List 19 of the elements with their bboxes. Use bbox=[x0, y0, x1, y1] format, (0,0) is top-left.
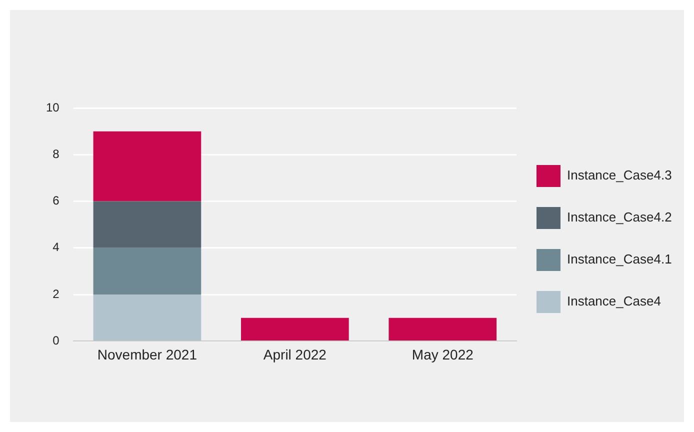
x-tick-label: April 2022 bbox=[263, 346, 327, 362]
y-tick-label: 10 bbox=[46, 100, 60, 114]
bar bbox=[93, 201, 202, 248]
legend-label: Instance_Case4.2 bbox=[567, 210, 672, 225]
bar bbox=[388, 318, 497, 340]
x-tick-label: May 2022 bbox=[412, 346, 474, 362]
y-tick-label: 4 bbox=[52, 240, 60, 254]
bar bbox=[241, 318, 349, 340]
y-tick-label: 0 bbox=[52, 334, 60, 348]
y-tick-label: 6 bbox=[52, 194, 60, 208]
y-tick-label: 2 bbox=[52, 286, 60, 301]
legend-label: Instance_Case4.1 bbox=[567, 252, 672, 267]
x-tick-label: November 2021 bbox=[97, 346, 198, 362]
bar bbox=[93, 294, 202, 340]
y-tick-label: 8 bbox=[52, 146, 60, 161]
bar bbox=[93, 248, 202, 295]
legend-label: Instance_Case4 bbox=[567, 294, 661, 309]
legend-label: Instance_Case4.3 bbox=[567, 168, 672, 183]
bar bbox=[93, 131, 202, 202]
